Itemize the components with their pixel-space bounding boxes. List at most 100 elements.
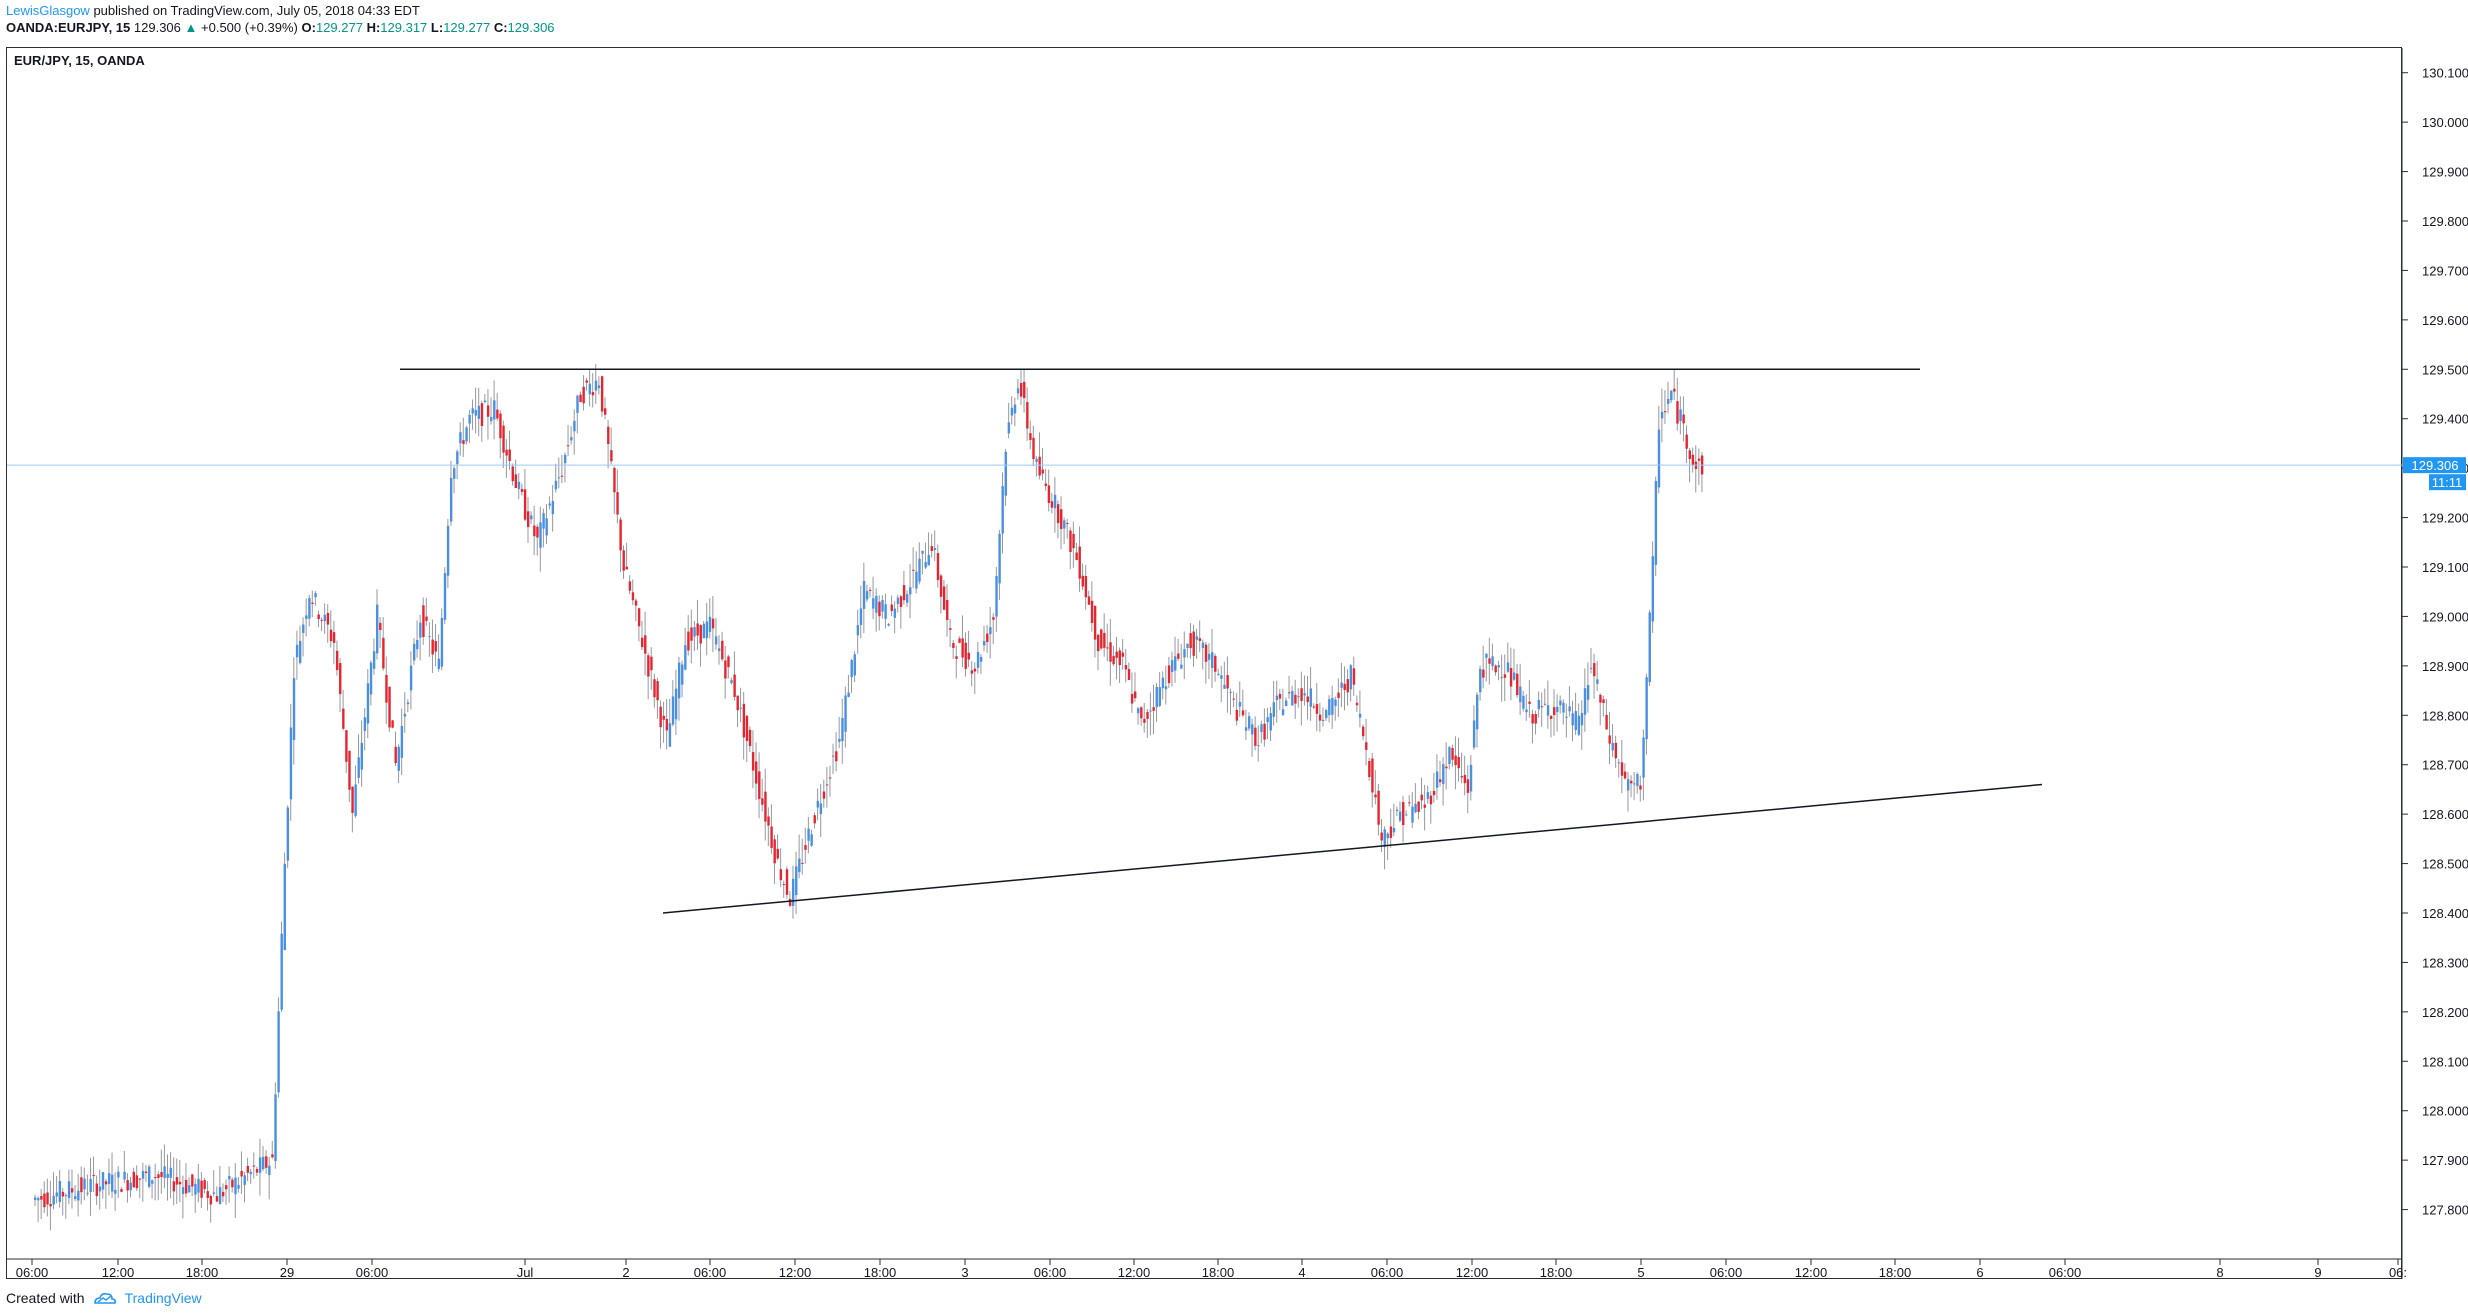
candle-down: [335, 650, 339, 671]
candle-down: [936, 553, 940, 581]
time-tick-label: 12:00: [1456, 1265, 1489, 1280]
candle-down: [422, 605, 425, 637]
footer: Created with TradingView: [6, 1290, 202, 1306]
candle-up: [323, 614, 327, 622]
candle-down: [46, 1192, 49, 1205]
candle-down: [1605, 714, 1608, 730]
candle-up: [530, 515, 533, 520]
candle-down: [385, 674, 388, 703]
time-tick-label: 06:00: [1371, 1265, 1404, 1280]
candle-down: [1549, 715, 1553, 719]
candle-up: [1586, 685, 1590, 700]
candle-up: [274, 1094, 277, 1162]
price-tick-label: 128.900: [2422, 659, 2468, 674]
candle-down: [582, 386, 585, 404]
candle-down: [761, 798, 764, 805]
candle-down: [1460, 776, 1463, 778]
candle-up: [1229, 691, 1232, 693]
candle-down: [225, 1185, 228, 1190]
candle-up: [810, 834, 813, 846]
candle-up: [129, 1182, 132, 1191]
candle-up: [718, 648, 721, 652]
candle-up: [1660, 411, 1664, 419]
candle-up: [471, 408, 474, 414]
candle-up: [1180, 664, 1183, 669]
candle-down: [480, 403, 484, 427]
candle-down: [178, 1181, 182, 1185]
candle-down: [711, 618, 715, 629]
tradingview-brand-link[interactable]: TradingView: [124, 1290, 202, 1306]
candle-down: [1343, 683, 1346, 691]
candle-down: [650, 656, 653, 671]
candle-down: [1593, 663, 1596, 677]
candle-down: [613, 467, 616, 493]
candle-up: [280, 933, 283, 1010]
time-tick-label: 8: [2216, 1265, 2223, 1280]
candle-down: [342, 708, 345, 729]
price-tick-label: 129.800: [2422, 214, 2468, 229]
candle-down: [1093, 605, 1097, 640]
candle-up: [915, 571, 918, 589]
candle-down: [721, 640, 724, 660]
candle-down: [912, 569, 915, 571]
candle-up: [363, 717, 367, 731]
candle-up: [262, 1156, 265, 1170]
candle-up: [286, 807, 290, 861]
author-link[interactable]: LewisGlasgow: [6, 3, 90, 18]
time-tick-label: 12:00: [779, 1265, 812, 1280]
candle-down: [1663, 411, 1667, 413]
candle-up: [111, 1174, 114, 1192]
candle-up: [1331, 697, 1334, 715]
candle-down: [604, 408, 607, 415]
candle-up: [453, 468, 456, 479]
candle-down: [320, 619, 323, 621]
candle-down: [567, 445, 570, 447]
candle-down: [1189, 633, 1192, 649]
candle-up: [1485, 653, 1488, 658]
candle-up: [55, 1192, 58, 1197]
price-tick-label: 128.300: [2422, 955, 2468, 970]
candle-up: [366, 683, 370, 724]
price-tick-label: 128.600: [2422, 807, 2468, 822]
candle-up: [1149, 710, 1152, 712]
time-tick-label: 06:00: [16, 1265, 49, 1280]
candle-down: [631, 592, 635, 601]
candle-up: [1220, 675, 1223, 679]
candle-down: [1306, 696, 1309, 703]
candle-down: [770, 826, 773, 848]
candle-down: [1682, 414, 1685, 424]
candle-down: [1528, 701, 1531, 704]
candle-up: [141, 1171, 145, 1179]
candle-up: [1565, 716, 1568, 718]
candle-up: [64, 1195, 68, 1197]
candle-down: [1355, 702, 1359, 706]
candle-up: [98, 1186, 102, 1192]
candle-up: [314, 593, 317, 598]
candle-up: [163, 1166, 166, 1178]
price-tick-label: 129.100: [2422, 560, 2468, 575]
candle-down: [665, 718, 669, 731]
candle-up: [668, 723, 672, 747]
publication-line: LewisGlasgow published on TradingView.co…: [6, 3, 420, 18]
candle-down: [1463, 774, 1467, 784]
candle-up: [1158, 687, 1162, 706]
candle-down: [869, 589, 872, 591]
candle-down: [379, 622, 382, 631]
price-tick-label: 128.100: [2422, 1054, 2468, 1069]
candle-down: [1346, 679, 1349, 693]
candle-down: [1599, 694, 1602, 703]
candle-down: [104, 1181, 108, 1185]
candle-down: [252, 1165, 256, 1167]
candle-down: [339, 663, 342, 695]
high-label: H:: [366, 20, 381, 35]
candle-down: [311, 602, 314, 604]
candle-down: [92, 1175, 95, 1177]
time-tick-label: 12:00: [1795, 1265, 1828, 1280]
candle-up: [181, 1187, 185, 1194]
candle-down: [1103, 632, 1106, 648]
candle-down: [610, 450, 613, 462]
candle-down: [1454, 755, 1457, 766]
candle-up: [1636, 774, 1639, 787]
candle-down: [1084, 575, 1088, 598]
